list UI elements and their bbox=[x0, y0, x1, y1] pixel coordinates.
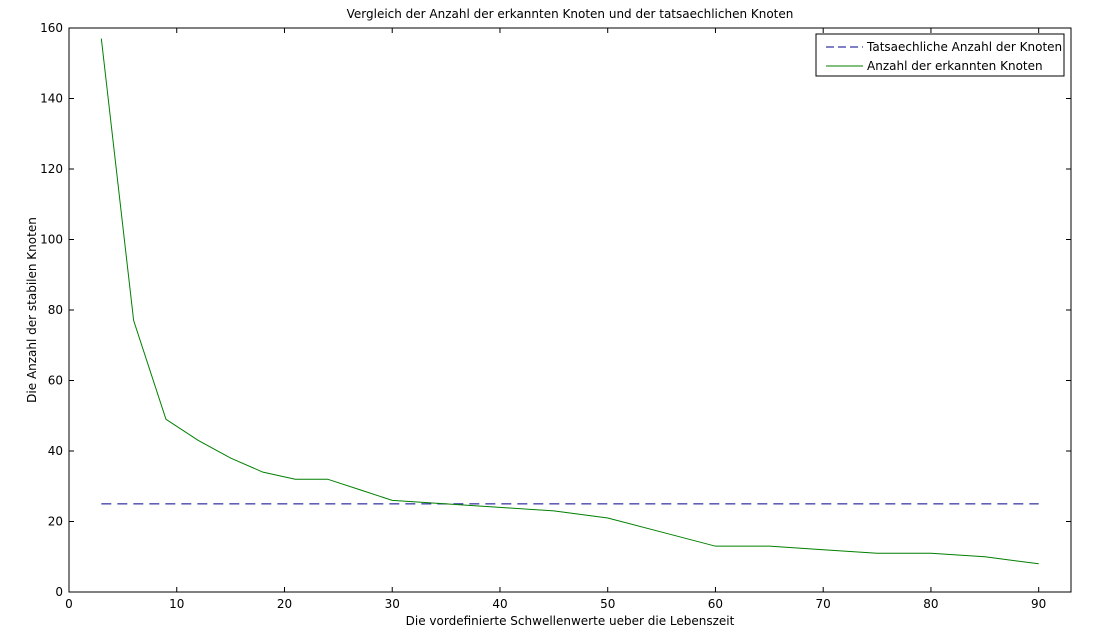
chart-title: Vergleich der Anzahl der erkannten Knote… bbox=[347, 7, 794, 21]
x-tick-label: 20 bbox=[277, 597, 292, 611]
x-tick-label: 0 bbox=[65, 597, 73, 611]
x-tick-label: 70 bbox=[816, 597, 831, 611]
y-tick-label: 20 bbox=[48, 515, 63, 529]
x-tick-label: 80 bbox=[923, 597, 938, 611]
y-tick-label: 120 bbox=[40, 162, 63, 176]
axis-ticks: 0 10 20 30 40 50 60 70 80 90 0 20 40 60 80 100 120 140 160 bbox=[40, 21, 1071, 611]
x-tick-label: 50 bbox=[600, 597, 615, 611]
x-tick-label: 30 bbox=[385, 597, 400, 611]
legend-box bbox=[815, 33, 1065, 77]
series-line-detected bbox=[100, 38, 1039, 565]
x-tick-label: 60 bbox=[708, 597, 723, 611]
y-tick-label: 40 bbox=[48, 444, 63, 458]
x-axis-title: Die vordefinierte Schwellenwerte ueber d… bbox=[406, 614, 735, 628]
legend: Tatsaechliche Anzahl der Knoten Anzahl d… bbox=[815, 33, 1065, 77]
y-tick-label: 0 bbox=[55, 585, 63, 599]
y-tick-label: 60 bbox=[48, 374, 63, 388]
plot-area bbox=[68, 27, 1072, 593]
y-tick-label: 80 bbox=[48, 303, 63, 317]
y-tick-label: 140 bbox=[40, 92, 63, 106]
series-layer bbox=[100, 38, 1039, 565]
x-tick-label: 90 bbox=[1031, 597, 1046, 611]
legend-label-detected: Anzahl der erkannten Knoten bbox=[867, 59, 1043, 73]
y-tick-label: 160 bbox=[40, 21, 63, 35]
y-axis-title: Die Anzahl der stabilen Knoten bbox=[25, 217, 39, 403]
x-tick-label: 10 bbox=[169, 597, 184, 611]
legend-label-actual: Tatsaechliche Anzahl der Knoten bbox=[866, 40, 1062, 54]
y-tick-label: 100 bbox=[40, 233, 63, 247]
x-tick-label: 40 bbox=[492, 597, 507, 611]
